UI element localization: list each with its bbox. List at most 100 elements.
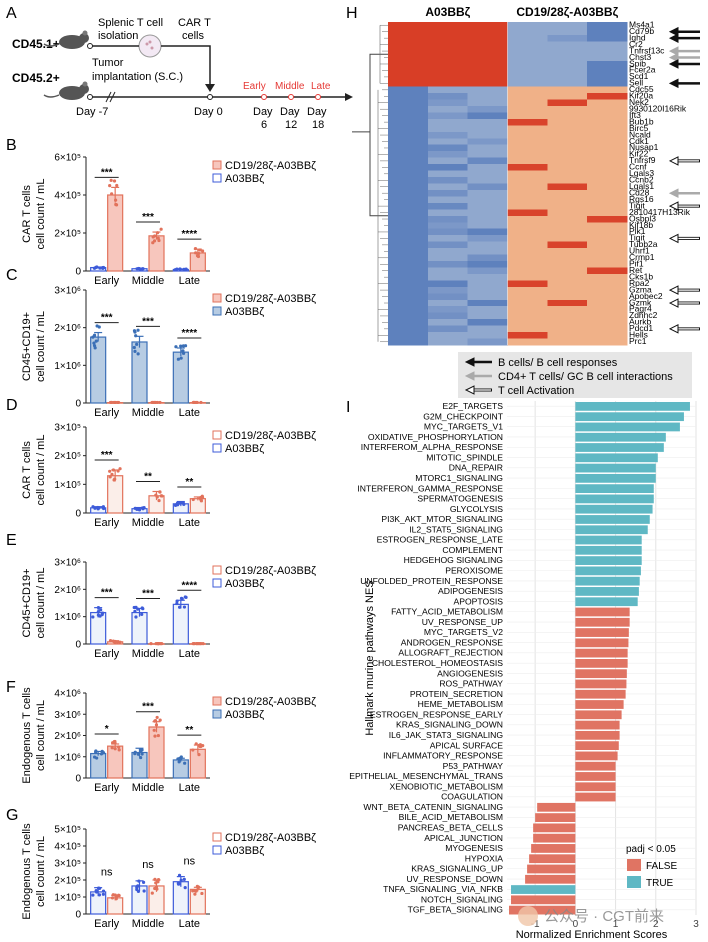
data-point	[101, 889, 106, 893]
gene-label: Cd28	[629, 187, 650, 197]
gene-label: Gzma	[629, 284, 652, 294]
heatmap-cell	[467, 73, 508, 81]
data-point	[183, 595, 187, 599]
data-point	[155, 715, 159, 720]
data-point	[92, 333, 97, 337]
data-point	[114, 202, 118, 207]
heatmap-cell	[547, 261, 588, 268]
gene-label: Tubb2a	[629, 239, 658, 249]
data-point	[178, 267, 182, 271]
bar-a03-late	[172, 351, 189, 404]
heatmap-cell	[507, 228, 548, 236]
heatmap-cell	[388, 22, 429, 29]
dendrogram-branch	[369, 53, 388, 217]
data-point	[140, 752, 144, 756]
heatmap-cell	[467, 86, 508, 94]
legend-label-a03: A03BBζ	[225, 173, 264, 185]
heatmap-cell	[587, 267, 628, 275]
heatmap-cell	[388, 248, 429, 256]
pathway-label: HEDGEHOG SIGNALING	[404, 555, 504, 565]
arrow-icon-head	[668, 78, 679, 89]
data-point	[158, 490, 162, 494]
heatmap-cell	[467, 312, 508, 320]
heatmap-cell	[587, 34, 628, 42]
heatmap-cell	[467, 177, 508, 184]
data-point	[136, 884, 140, 888]
significance-label: ns	[142, 859, 154, 871]
data-point	[156, 733, 160, 738]
heatmap-cell	[427, 248, 469, 256]
heatmap-cell	[388, 235, 429, 243]
heatmap-cell	[467, 293, 508, 301]
heatmap-cell	[388, 196, 429, 204]
heatmap-cell	[507, 151, 548, 159]
step-tumor-2: implantation (S.C.)	[92, 71, 183, 83]
heatmap-cell	[467, 202, 508, 210]
heatmap-cell	[587, 196, 628, 204]
nes-bar	[575, 412, 684, 422]
heatmap-cell	[547, 273, 588, 281]
heatmap-cell	[547, 170, 588, 178]
heatmap-cell	[427, 177, 469, 184]
heatmap-cell	[467, 47, 508, 55]
data-point	[112, 639, 116, 644]
y-axis-label: CAR T cells	[21, 441, 33, 499]
pathway-label: PANCREAS_BETA_CELLS	[398, 822, 504, 832]
gene-label: Cr2	[629, 39, 643, 49]
heatmap-cell	[427, 332, 469, 340]
gene-label: Nek2	[629, 97, 649, 107]
heatmap-cell	[427, 22, 469, 29]
data-point	[179, 878, 183, 882]
heatmap-cell	[388, 241, 429, 249]
heatmap-cell	[467, 99, 508, 107]
pathway-label: ALLOGRAFT_REJECTION	[398, 648, 503, 658]
data-point	[183, 885, 187, 890]
heatmap-cell	[547, 80, 588, 88]
y-tick-label: 2×10⁵	[54, 876, 81, 887]
data-point	[155, 231, 160, 235]
nes-bar	[575, 659, 628, 668]
data-point	[136, 352, 140, 356]
heatmap-cell	[467, 254, 508, 262]
heatmap-cell	[547, 189, 588, 197]
arrow-icon-head	[668, 188, 679, 198]
data-point	[135, 507, 139, 511]
pathway-label: SPERMATOGENESIS	[417, 494, 503, 504]
data-point	[200, 494, 204, 498]
heatmap-cell	[388, 261, 429, 268]
recipient-mouse-icon	[43, 81, 89, 100]
nes-bar	[575, 792, 616, 802]
data-point	[96, 610, 100, 614]
arrow-icon-head	[668, 233, 679, 244]
heatmap-cell	[388, 86, 429, 94]
arrow-icon-head	[668, 298, 679, 308]
legend-label-a03: A03BBζ	[225, 306, 264, 318]
heatmap-cell	[547, 286, 588, 294]
heatmap-cell	[427, 34, 469, 42]
heatmap-cell	[388, 99, 429, 107]
x-tick-label: Early	[94, 275, 120, 287]
heatmap-group-label-cd19: CD19/28ζ-A03BBζ	[516, 5, 618, 19]
pathway-label: TNFA_SIGNALING_VIA_NFKB	[383, 884, 503, 894]
data-point	[181, 349, 185, 353]
pathway-label: EPITHELIAL_MESENCHYMAL_TRANS	[349, 771, 503, 781]
data-point	[116, 640, 120, 644]
legend-arrow-icon-head	[464, 371, 475, 381]
heatmap-cell	[467, 241, 508, 249]
data-point	[180, 501, 184, 505]
heatmap-cell	[507, 241, 548, 249]
pathway-label: HEME_METABOLISM	[418, 699, 503, 709]
panel-letter-h: H	[346, 5, 358, 22]
arrow-icon	[668, 52, 700, 63]
data-point	[191, 497, 195, 502]
heatmap-cell	[547, 319, 588, 327]
heatmap-cell	[427, 241, 469, 249]
heatmap-cell	[547, 151, 588, 159]
heatmap-cell	[507, 261, 548, 268]
gene-label: Ift3	[629, 110, 641, 120]
data-point	[183, 761, 187, 765]
legend-label-a03: A03BBζ	[225, 443, 264, 455]
y-tick-label: 0	[75, 774, 81, 785]
arrow-icon-head	[668, 26, 679, 37]
y-tick-label: 2×10⁵	[54, 229, 81, 240]
